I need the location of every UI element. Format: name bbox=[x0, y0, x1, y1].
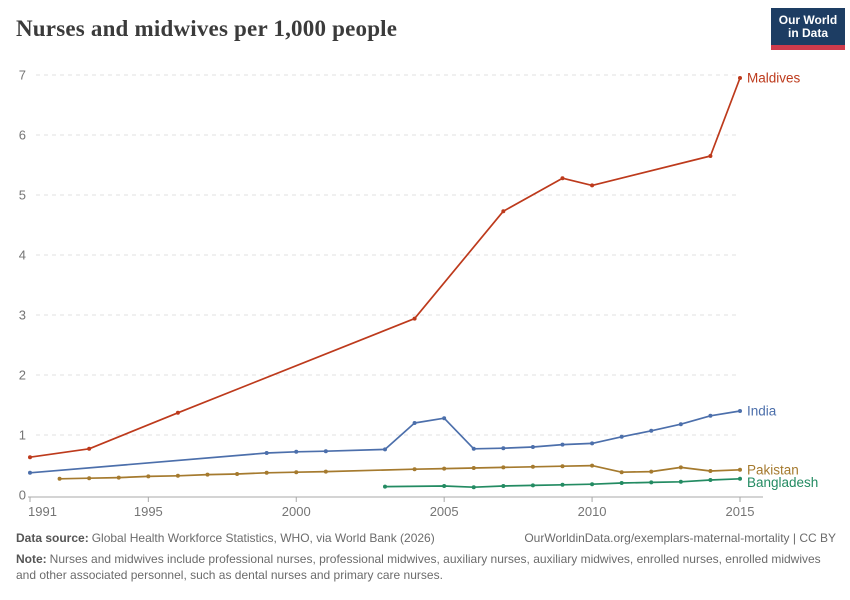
series-point-maldives bbox=[412, 316, 417, 321]
series-point-bangladesh bbox=[501, 484, 506, 488]
data-source-text: Global Health Workforce Statistics, WHO,… bbox=[91, 531, 435, 545]
series-line-bangladesh bbox=[384, 477, 741, 489]
x-tick-label: 2005 bbox=[430, 504, 459, 519]
series-point-maldives bbox=[708, 154, 713, 158]
series-point-bangladesh bbox=[649, 480, 654, 485]
series-point-india bbox=[678, 422, 683, 427]
x-tick-label: 2015 bbox=[726, 504, 755, 519]
note-label: Note: bbox=[16, 551, 47, 566]
series-label-bangladesh: Bangladesh bbox=[747, 475, 818, 490]
series-point-bangladesh bbox=[738, 476, 742, 481]
x-tick-label: 1995 bbox=[134, 504, 163, 519]
series-point-pakistan bbox=[649, 469, 654, 474]
y-tick-label: 7 bbox=[19, 68, 26, 83]
series-point-india bbox=[738, 409, 742, 413]
y-tick-label: 4 bbox=[19, 248, 26, 263]
series-point-maldives bbox=[87, 446, 92, 451]
data-source-label: Data source: bbox=[16, 531, 89, 545]
chart-footer: Data source: Global Health Workforce Stat… bbox=[16, 531, 836, 583]
x-tick-label: 2000 bbox=[282, 504, 311, 519]
y-tick-label: 1 bbox=[19, 428, 26, 443]
owid-logo-stripe bbox=[771, 45, 845, 50]
series-label-pakistan: Pakistan bbox=[747, 462, 799, 477]
series-point-pakistan bbox=[175, 473, 180, 478]
series-point-pakistan bbox=[678, 465, 683, 470]
series-point-bangladesh bbox=[560, 482, 565, 487]
series-point-pakistan bbox=[205, 472, 210, 477]
series-point-pakistan bbox=[57, 476, 62, 481]
series-point-bangladesh bbox=[471, 485, 476, 490]
series-point-bangladesh bbox=[708, 478, 713, 482]
footer-note: Note: Nurses and midwives include profess… bbox=[16, 552, 836, 584]
series-point-maldives bbox=[175, 410, 180, 415]
series-point-pakistan bbox=[146, 474, 151, 479]
series-point-pakistan bbox=[412, 467, 417, 472]
series-point-pakistan bbox=[116, 475, 121, 480]
series-point-bangladesh bbox=[530, 483, 535, 488]
series-point-pakistan bbox=[294, 470, 299, 475]
series-point-bangladesh bbox=[383, 484, 387, 489]
series-point-pakistan bbox=[323, 469, 328, 474]
series-point-maldives bbox=[590, 183, 595, 188]
chart: 0 1 2 3 4 5 6 7 1991 1995 2000 2005 2010 2015 Maldives… bbox=[19, 68, 819, 520]
series-point-pakistan bbox=[619, 470, 624, 475]
series-point-india bbox=[442, 416, 447, 421]
data-source: Data source: Global Health Workforce Stat… bbox=[16, 531, 435, 547]
series-point-india bbox=[471, 446, 476, 451]
x-tick-label: 1991 bbox=[28, 504, 57, 519]
y-tick-label: 3 bbox=[19, 308, 26, 323]
series-point-pakistan bbox=[590, 463, 595, 468]
series-point-india bbox=[412, 421, 417, 425]
series-point-india bbox=[560, 442, 565, 447]
owid-logo-text: Our World in Data bbox=[771, 8, 845, 45]
series-line-pakistan bbox=[58, 464, 741, 480]
series-label-maldives: Maldives bbox=[747, 71, 801, 86]
series-point-bangladesh bbox=[619, 481, 624, 485]
y-tick-label: 0 bbox=[19, 488, 26, 503]
series-point-pakistan bbox=[738, 467, 742, 472]
series-point-india bbox=[264, 451, 269, 455]
series-point-india bbox=[590, 441, 595, 446]
x-tick-label: 2010 bbox=[578, 504, 607, 519]
series-line-maldives bbox=[29, 77, 741, 459]
series-point-pakistan bbox=[560, 464, 565, 469]
owid-logo-line1: Our World bbox=[778, 12, 838, 27]
series-point-india bbox=[383, 447, 387, 452]
series-line-india bbox=[29, 410, 741, 474]
y-tick-label: 6 bbox=[19, 128, 26, 143]
series-point-india bbox=[323, 449, 328, 454]
series-point-india bbox=[708, 413, 713, 418]
owid-logo: Our World in Data bbox=[771, 8, 845, 50]
series-point-maldives bbox=[28, 455, 32, 460]
owid-link[interactable]: OurWorldinData.org/exemplars-maternal-mo… bbox=[524, 531, 836, 545]
series-point-bangladesh bbox=[442, 484, 447, 488]
owid-logo-line2: in Data bbox=[787, 25, 828, 40]
series-point-pakistan bbox=[442, 466, 447, 471]
series-point-india bbox=[619, 434, 624, 439]
series-point-pakistan bbox=[530, 464, 535, 469]
series-label-india: India bbox=[747, 404, 777, 419]
series-point-pakistan bbox=[501, 465, 506, 470]
series-point-bangladesh bbox=[590, 482, 595, 487]
series-point-maldives bbox=[560, 176, 565, 181]
y-tick-label: 5 bbox=[19, 188, 26, 203]
series-point-india bbox=[294, 449, 299, 454]
series-point-india bbox=[28, 470, 32, 475]
note-text: Nurses and midwives include professional… bbox=[16, 551, 821, 582]
series-point-pakistan bbox=[87, 476, 92, 481]
series-point-maldives bbox=[738, 76, 742, 80]
chart-title: Nurses and midwives per 1,000 people bbox=[16, 16, 398, 41]
series-point-bangladesh bbox=[678, 479, 683, 484]
y-tick-label: 2 bbox=[19, 368, 26, 383]
series-point-india bbox=[501, 446, 506, 451]
series-point-pakistan bbox=[264, 470, 269, 475]
series-point-india bbox=[649, 428, 654, 433]
series-point-maldives bbox=[501, 209, 506, 214]
series-point-pakistan bbox=[708, 469, 713, 473]
series-point-india bbox=[530, 445, 535, 449]
series-point-pakistan bbox=[471, 466, 476, 470]
series-point-pakistan bbox=[235, 472, 240, 476]
